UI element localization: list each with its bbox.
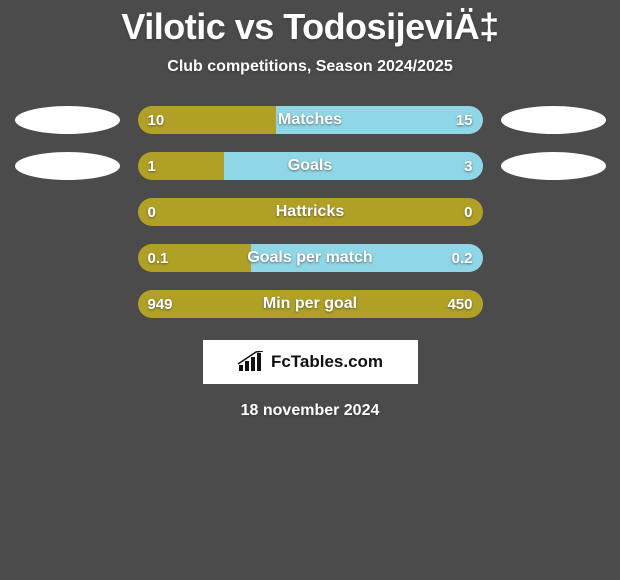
player-b-oval [501,152,606,180]
stat-bar-goals: 1 3 Goals [138,152,483,180]
stat-rows: 10 15 Matches 1 3 Goals 0 0 [0,106,620,318]
stat-bar-matches: 10 15 Matches [138,106,483,134]
subtitle: Club competitions, Season 2024/2025 [167,58,452,76]
bar-segment-a [138,290,483,318]
stat-row: 1 3 Goals [0,152,620,180]
bar-segment-a [138,198,483,226]
player-a-oval [15,106,120,134]
bar-segment-b [276,106,483,134]
player-b-oval [501,106,606,134]
brand-link[interactable]: FcTables.com [203,340,418,384]
stat-bar-hattricks: 0 0 Hattricks [138,198,483,226]
brand-text: FcTables.com [271,352,383,372]
bar-segment-a [138,152,224,180]
player-a-oval [15,152,120,180]
date-label: 18 november 2024 [241,402,380,420]
chart-icon [237,351,265,373]
bar-segment-a [138,106,276,134]
stat-row: 949 450 Min per goal [0,290,620,318]
comparison-infographic: Vilotic vs TodosijeviÄ‡ Club competition… [0,0,620,580]
stat-row: 10 15 Matches [0,106,620,134]
stat-bar-mpg: 949 450 Min per goal [138,290,483,318]
stat-row: 0.1 0.2 Goals per match [0,244,620,272]
bar-segment-b [251,244,482,272]
stat-bar-gpm: 0.1 0.2 Goals per match [138,244,483,272]
page-title: Vilotic vs TodosijeviÄ‡ [121,6,498,48]
stat-row: 0 0 Hattricks [0,198,620,226]
bar-segment-a [138,244,252,272]
bar-segment-b [224,152,483,180]
